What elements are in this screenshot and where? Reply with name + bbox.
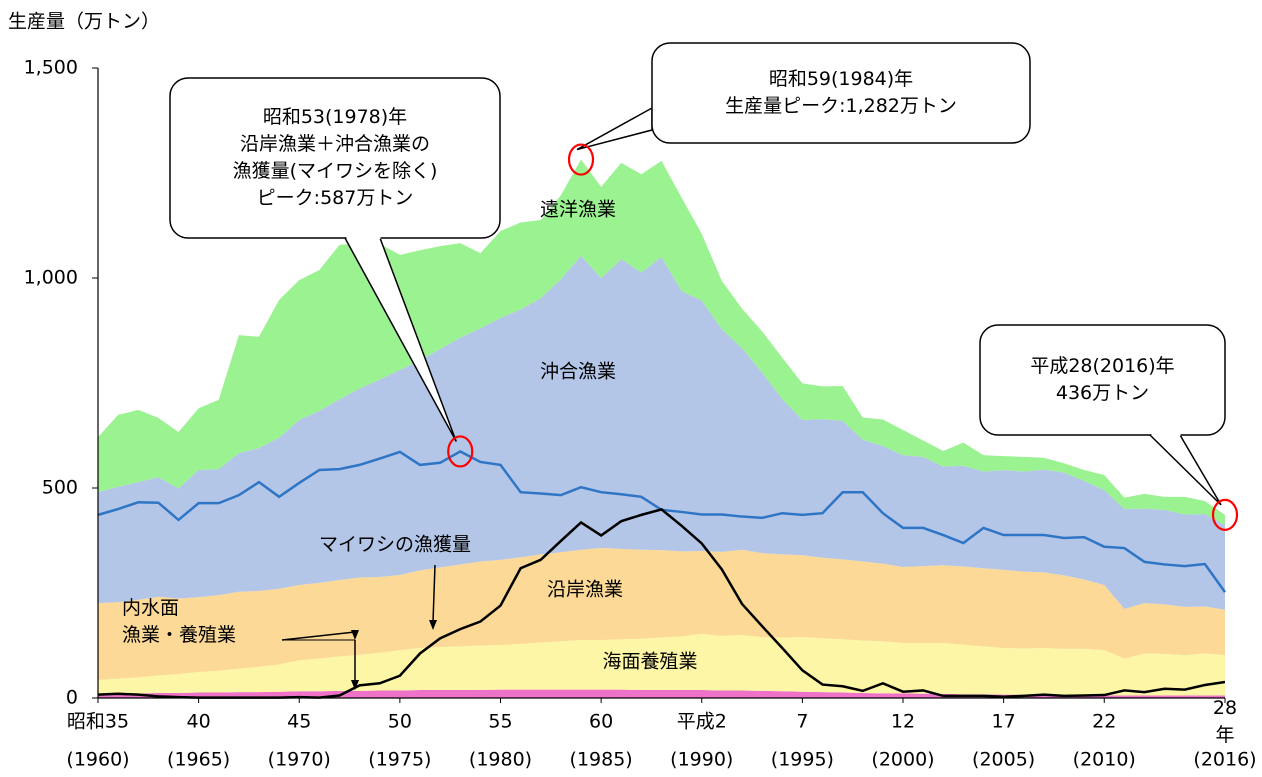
x-tick-sublabel: (2000) <box>871 748 935 771</box>
callout-tail <box>576 106 653 151</box>
x-tick-label: 17 <box>991 710 1016 733</box>
series-label: 沖合漁業 <box>539 360 617 383</box>
highlight-circle <box>567 143 595 176</box>
callout-tail <box>1148 434 1222 506</box>
x-tick-label: 45 <box>287 710 312 733</box>
series-label: 内水面 漁業・養殖業 <box>122 597 237 646</box>
callout-join <box>1151 432 1181 436</box>
arrow-head <box>429 620 437 630</box>
callout-box <box>651 42 1031 144</box>
area <box>98 255 1225 610</box>
x-tick-label: 7 <box>796 710 809 733</box>
y-axis-title: 生産量（万トン） <box>8 10 161 33</box>
series-label: 海面養殖業 <box>602 650 698 673</box>
x-tick-sublabel: (1965) <box>167 748 231 771</box>
y-tick-label: 1,000 <box>23 266 78 289</box>
x-tick-sublabel: (1990) <box>670 748 734 771</box>
y-tick-label: 500 <box>41 476 78 499</box>
arrow <box>281 631 356 641</box>
arrow-head <box>351 680 359 690</box>
series-label: 遠洋漁業 <box>539 198 617 221</box>
callout-text: 昭和59(1984)年 生産量ピーク:1,282万トン <box>725 68 957 117</box>
x-tick-sublabel: (1970) <box>267 748 331 771</box>
x-tick-label: 40 <box>186 710 211 733</box>
highlight-circle <box>447 435 474 468</box>
x-tick-label: 12 <box>890 710 916 733</box>
x-tick-label: 50 <box>387 710 412 733</box>
y-tick-label: 1,500 <box>23 56 78 79</box>
callout-join <box>346 235 381 239</box>
x-tick-label: 昭和35 <box>66 710 130 733</box>
arrow-head <box>351 630 359 640</box>
x-tick-sublabel: (2016) <box>1193 748 1257 771</box>
x-tick-sublabel: (1975) <box>368 748 432 771</box>
x-tick-label: 28年 <box>1212 697 1238 746</box>
arrow <box>432 564 436 623</box>
x-tick-sublabel: (1985) <box>569 748 633 771</box>
x-tick-label: 22 <box>1092 710 1117 733</box>
callout-text: 昭和53(1978)年 沿岸漁業＋沖合漁業の 漁獲量(マイワシを除く) ピーク:… <box>232 106 438 209</box>
area <box>98 548 1225 680</box>
x-tick-label: 55 <box>488 710 513 733</box>
callout-box <box>169 77 501 239</box>
highlight-circle <box>1211 498 1239 531</box>
area <box>98 633 1225 696</box>
line-label: マイワシの漁獲量 <box>318 533 472 556</box>
x-tick-label: 平成2 <box>676 710 727 733</box>
callout-box <box>979 324 1226 436</box>
x-tick-sublabel: (1960) <box>66 748 130 771</box>
y-tick-label: 0 <box>65 686 78 709</box>
x-tick-sublabel: (1980) <box>468 748 533 771</box>
x-tick-label: 60 <box>589 710 614 733</box>
x-tick-sublabel: (2005) <box>972 748 1036 771</box>
x-tick-sublabel: (2010) <box>1072 748 1136 771</box>
callout-text: 平成28(2016)年 436万トン <box>1030 355 1175 404</box>
series-label: 沿岸漁業 <box>546 578 624 601</box>
x-tick-sublabel: (1995) <box>770 748 834 771</box>
